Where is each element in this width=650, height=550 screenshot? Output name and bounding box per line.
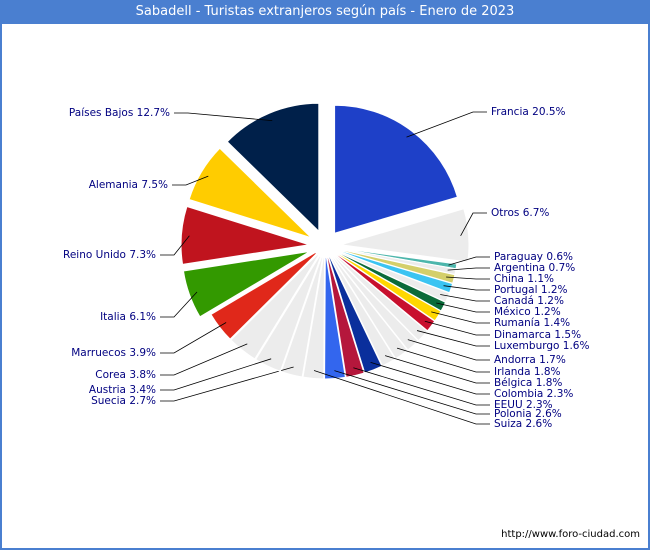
slice-label: Italia 6.1% [100,311,156,323]
source-link[interactable]: http://www.foro-ciudad.com [501,529,640,540]
chart-title: Sabadell - Turistas extranjeros según pa… [135,4,515,19]
slice-label: Suiza 2.6% [494,418,552,430]
slice-label: Rumanía 1.4% [494,317,570,329]
slice-label: Suecia 2.7% [91,395,156,407]
slice-label: Luxemburgo 1.6% [494,340,589,352]
slice-label: Alemania 7.5% [89,179,168,191]
pie-slice-polonia [324,250,346,380]
slice-label: México 1.2% [494,306,561,318]
leader-line [313,370,490,425]
slice-label: Marruecos 3.9% [71,347,156,359]
leader-line [447,267,490,271]
leader-line [160,366,294,402]
pie-slice-marruecos [210,248,322,340]
leader-line [431,311,490,324]
pie-slice-países-bajos [226,102,320,233]
pie-slice-luxemburgo [328,248,428,342]
slice-label: Bélgica 1.8% [494,377,562,389]
leader-line [406,111,487,138]
pie-slice-andorra [327,249,419,351]
leader-line [396,347,490,373]
leader-line [353,367,490,406]
pie-slice-suecia [280,250,325,378]
slice-label: Francia 20.5% [491,106,566,118]
pie-chart: Francia 20.5% Otros 6.7% Paraguay 0.6%Arge… [63,102,589,430]
leader-line [424,320,490,336]
pie-slice-francia [334,104,459,234]
leader-line [160,235,190,256]
slice-label: EEUU 2.3% [494,399,553,411]
pie-slice-eeuu [325,250,365,378]
pie-slice-italia [182,250,311,318]
slice-label: Corea 3.8% [95,369,156,381]
slice-label: Argentina 0.7% [494,262,575,274]
slice-label: Otros 6.7% [491,207,549,219]
pie-slice-otros [340,208,470,263]
pie-slice-corea [230,249,323,360]
slice-label: Portugal 1.2% [494,284,568,296]
leader-line [160,343,248,376]
slice-label: Polonia 2.6% [494,408,562,420]
leader-line [160,322,227,354]
slice-label: Colombia 2.3% [494,388,573,400]
slice-label: China 1.1% [494,273,554,285]
leader-line [443,285,490,291]
leader-line [446,276,490,280]
leader-line [448,256,490,266]
leader-line [436,302,490,313]
leader-line [440,294,490,302]
slice-label: Austria 3.4% [89,384,156,396]
slice-label: Andorra 1.7% [494,354,566,366]
leader-line [407,339,490,361]
leader-line [416,330,490,347]
leader-line [174,112,273,122]
slice-label: Dinamarca 1.5% [494,329,581,341]
slice-label: Irlanda 1.8% [494,366,561,378]
leader-line [160,358,272,391]
leader-line [334,370,490,415]
leader-line [384,355,490,384]
pie-slice-austria [255,250,324,372]
pie-center [313,234,337,258]
slice-label: Reino Unido 7.3% [63,249,156,261]
slice-label: Países Bajos 12.7% [69,107,170,119]
leader-line [460,212,487,236]
pie-slice-reino-unido [180,205,310,265]
slice-label: Canadá 1.2% [494,295,564,307]
leader-line [160,291,198,318]
leader-line [172,175,209,186]
leader-line [370,362,490,395]
slice-label: Paraguay 0.6% [494,251,573,263]
pie-slice-alemania [188,147,312,239]
pie-slice-suiza [302,250,326,380]
